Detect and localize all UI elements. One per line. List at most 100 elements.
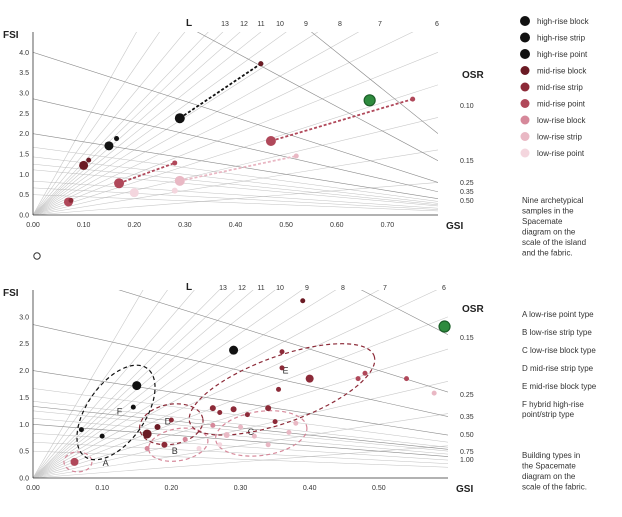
data-point <box>276 386 282 392</box>
caption-line: and the fabric. <box>522 249 573 258</box>
data-point <box>293 153 299 159</box>
caption-line: samples in the <box>522 207 574 216</box>
y-tick-label: 3.0 <box>19 314 29 321</box>
data-point <box>196 445 202 451</box>
zone-label: C <box>248 427 255 437</box>
series-line <box>270 98 413 142</box>
zone-ellipse <box>214 410 308 457</box>
l-value-label: 9 <box>305 285 309 292</box>
osr-axis-title: OSR <box>462 304 484 315</box>
osr-grid-line <box>33 163 438 206</box>
zone-ellipse <box>188 343 376 436</box>
l-value-label: 11 <box>257 285 264 292</box>
osr-grid-line <box>33 324 448 417</box>
y-tick-label: 0.0 <box>19 213 29 220</box>
legend-swatch <box>520 132 530 141</box>
y-tick-label: 1.0 <box>19 422 29 429</box>
data-point <box>410 96 416 102</box>
osr-value-label: 0.50 <box>460 432 474 439</box>
osr-value-label: 0.75 <box>460 449 474 456</box>
data-point <box>142 429 152 439</box>
y-tick-label: 1.5 <box>19 152 29 159</box>
data-point <box>114 136 120 142</box>
osr-grid-line <box>33 180 438 209</box>
x-tick-label: 0.30 <box>234 485 248 492</box>
zone-label: A <box>103 458 109 468</box>
legend-label: mid-rise block <box>537 67 587 76</box>
l-value-label: 7 <box>383 285 387 292</box>
zone-legend-label: A low-rise point type <box>522 310 594 319</box>
y-tick-label: 4.0 <box>19 50 29 57</box>
data-point <box>168 417 174 423</box>
legend-label: high-rise point <box>537 50 588 59</box>
data-point <box>154 423 161 430</box>
osr-value-label: 0.35 <box>460 189 474 196</box>
legend-swatch <box>520 66 530 75</box>
series-line <box>179 62 262 119</box>
osr-axis-title: OSR <box>462 70 484 81</box>
osr-value-label: 0.35 <box>460 414 474 421</box>
data-point <box>70 457 79 466</box>
plot-area <box>33 32 438 215</box>
osr-value-label: 0.25 <box>460 392 474 399</box>
data-point <box>355 376 361 382</box>
data-point <box>404 376 409 382</box>
data-point <box>265 442 271 448</box>
osr-grid-line <box>196 32 438 162</box>
l-grid-line <box>33 32 160 215</box>
x-tick-label: 0.50 <box>279 222 293 229</box>
zone-label: B <box>172 446 178 456</box>
legend-swatch <box>520 115 530 125</box>
l-value-label: 13 <box>219 285 227 292</box>
legend-label: mid-rise strip <box>537 83 583 92</box>
x-tick-label: 0.20 <box>127 222 141 229</box>
y-tick-label: 0.0 <box>19 476 29 483</box>
data-point <box>272 419 278 425</box>
l-grid-line <box>33 290 337 478</box>
zone-ellipse <box>63 451 93 473</box>
data-point <box>279 349 285 355</box>
y-tick-label: 2.5 <box>19 341 29 348</box>
data-point <box>99 433 105 439</box>
legend-swatch <box>520 99 530 108</box>
zone-label: F <box>117 407 123 417</box>
osr-grid-line <box>33 370 448 436</box>
data-point <box>172 160 178 166</box>
caption-line: Building types in <box>522 451 580 460</box>
data-point <box>431 390 437 396</box>
x-axis-title: GSI <box>446 221 463 232</box>
spacemate-chart-island-and-fabric: 0.00 0.10 0.20 0.30 0.40 0.50 0.60 0.70 0.0 0.5 1.… <box>3 18 484 232</box>
y-tick-label: 2.5 <box>19 111 29 118</box>
caption-line: scale of the fabric. <box>522 483 587 492</box>
l-value-label: 8 <box>341 285 345 292</box>
osr-grid-line <box>33 133 438 200</box>
osr-grid-line <box>360 290 448 336</box>
x-tick-label: 0.00 <box>26 222 40 229</box>
zone-ellipse <box>76 364 156 461</box>
zone-ellipse <box>139 403 204 446</box>
legend-label: low-rise strip <box>537 133 582 142</box>
osr-grid-line <box>33 450 448 468</box>
x-tick-label: 0.40 <box>303 485 317 492</box>
data-point <box>293 420 299 426</box>
caption-line: diagram on the <box>522 472 576 481</box>
series-line <box>118 162 176 185</box>
y-tick-label: 3.0 <box>19 91 29 98</box>
l-value-label: 6 <box>435 21 439 28</box>
zone-label: E <box>282 365 288 375</box>
data-point <box>144 445 150 451</box>
zone-legend-label: F hybrid high-rise <box>522 400 584 409</box>
l-value-label: 6 <box>442 285 446 292</box>
l-grid-line <box>33 290 144 478</box>
zone-legend-label: B low-rise strip type <box>522 328 592 337</box>
legend-label: low-rise block <box>537 116 586 125</box>
data-point <box>229 345 239 355</box>
osr-grid-line <box>33 52 438 183</box>
data-point <box>244 412 250 418</box>
data-point <box>174 175 185 186</box>
osr-grid-line <box>33 401 448 448</box>
osr-value-label: 0.15 <box>460 158 474 165</box>
zone-legend-label: E mid-rise block type <box>522 382 597 391</box>
legend-swatch <box>520 49 530 59</box>
